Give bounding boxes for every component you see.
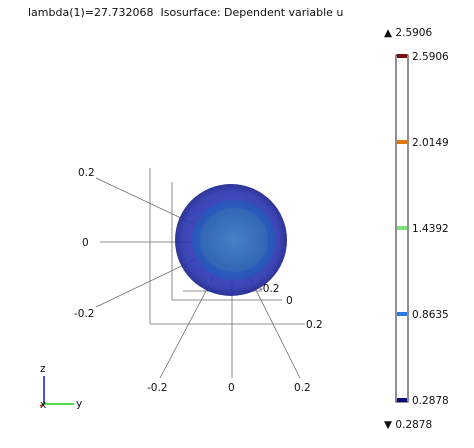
colorbar-level-3 bbox=[397, 312, 407, 316]
colorbar-max-marker: ▲ 2.5906 bbox=[384, 27, 432, 39]
axis-tick-labels: 0.2 0 -0.2 -0.2 0 0.2 -0.2 0 0.2 bbox=[74, 167, 323, 394]
isosurface[interactable] bbox=[175, 184, 287, 296]
triad-x-axis bbox=[39, 403, 45, 407]
y-tick-label-zero: 0 bbox=[286, 295, 293, 307]
triad-x-label: x bbox=[40, 399, 46, 411]
y-tick-label-pos: 0.2 bbox=[306, 319, 323, 331]
x-tick-label-zero: 0 bbox=[228, 382, 235, 394]
triad-y-label: y bbox=[76, 398, 82, 410]
colorbar-tick-label-2: 1.4392 bbox=[412, 223, 449, 235]
z-tick-label-bottom: -0.2 bbox=[74, 308, 95, 320]
colorbar-tick-label-1: 2.0149 bbox=[412, 137, 449, 149]
y-tick-label-neg: -0.2 bbox=[259, 283, 280, 295]
colorbar-min-marker: ▼ 0.2878 bbox=[384, 419, 432, 431]
z-tick-label-top: 0.2 bbox=[78, 167, 95, 179]
colorbar-min-value: 0.2878 bbox=[395, 419, 433, 431]
colorbar-level-4 bbox=[397, 398, 407, 402]
color-legend: 2.5906 2.0149 1.4392 0.8635 0.2878 bbox=[395, 51, 449, 407]
colorbar-level-2 bbox=[397, 226, 407, 230]
down-triangle-icon: ▼ bbox=[384, 419, 393, 431]
plot-title: lambda(1)=27.732068 Isosurface: Dependen… bbox=[28, 6, 344, 19]
colorbar-tick-label-0: 2.5906 bbox=[412, 51, 449, 63]
up-triangle-icon: ▲ bbox=[384, 27, 393, 39]
x-tick-label-pos: 0.2 bbox=[294, 382, 311, 394]
triad-z-label: z bbox=[40, 363, 46, 375]
colorbar-tick-label-3: 0.8635 bbox=[412, 309, 449, 321]
z-tick-label-middle: 0 bbox=[82, 237, 89, 249]
axis-box bbox=[95, 168, 305, 379]
colorbar-tick-label-4: 0.2878 bbox=[412, 395, 449, 407]
isosurface-inner bbox=[200, 208, 268, 272]
coordinate-triad: z y x bbox=[39, 363, 82, 411]
x-tick-label-neg: -0.2 bbox=[147, 382, 168, 394]
colorbar-level-1 bbox=[397, 140, 407, 144]
colorbar-level-0 bbox=[397, 54, 407, 58]
colorbar-max-value: 2.5906 bbox=[395, 27, 433, 39]
